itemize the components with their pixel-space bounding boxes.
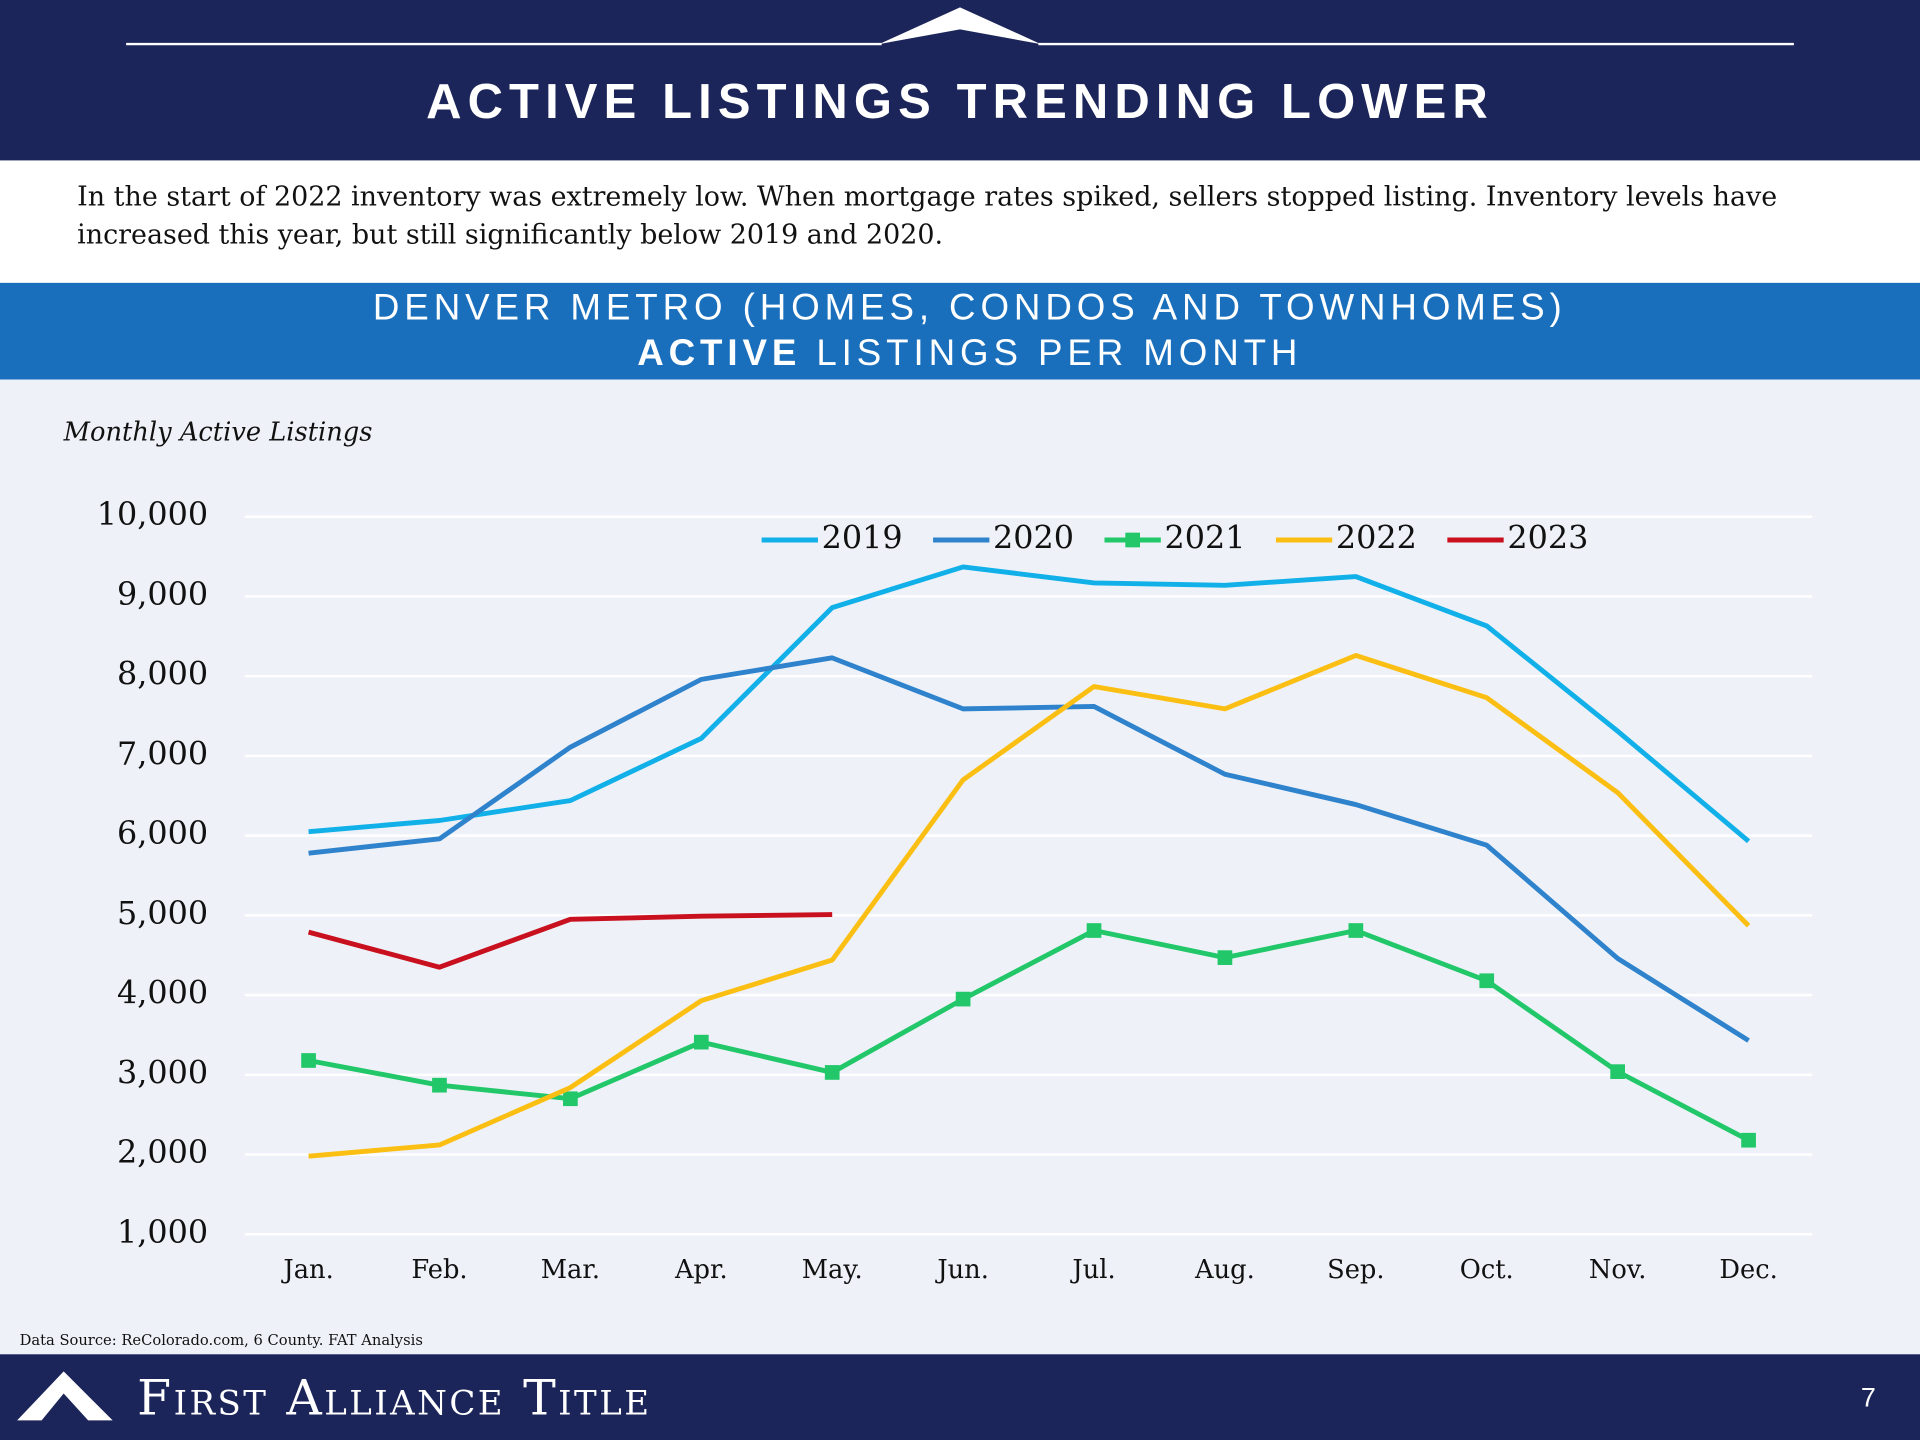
slide-title: ACTIVE LISTINGS TRENDING LOWER — [426, 75, 1494, 129]
x-tick-label: Jul. — [1069, 1255, 1115, 1285]
y-tick-label: 10,000 — [97, 495, 208, 533]
company-name: First Alliance Title — [137, 1370, 651, 1427]
point-marker — [1741, 1132, 1756, 1148]
series-line — [308, 653, 1751, 1159]
y-tick-label: 5,000 — [117, 894, 208, 932]
footer-band — [0, 1354, 1920, 1440]
point-marker — [824, 1065, 840, 1080]
description: increased this year, but still significa… — [77, 219, 943, 250]
chart-title: DENVER METRO (HOMES, CONDOS AND TOWNHOME… — [373, 286, 1567, 327]
point-marker — [301, 1053, 316, 1068]
y-tick-label: 3,000 — [117, 1053, 208, 1091]
x-tick-label: Dec. — [1719, 1255, 1777, 1285]
series-line — [307, 912, 833, 970]
x-tick-label: Jan. — [280, 1255, 333, 1285]
x-tick-label: May. — [802, 1255, 863, 1285]
source-note: Data Source: ReColorado.com, 6 County. F… — [20, 1332, 423, 1349]
legend-label: 2019 — [822, 519, 903, 557]
point-marker — [1479, 973, 1495, 989]
point-marker — [1348, 923, 1364, 938]
y-tick-label: 1,000 — [117, 1213, 208, 1251]
x-tick-label: Sep. — [1327, 1255, 1384, 1285]
y-tick-label: 7,000 — [117, 734, 208, 772]
chart-subtitle-bold: ACTIVE — [637, 332, 801, 373]
point-marker — [432, 1077, 447, 1093]
x-tick-label: Feb. — [411, 1255, 467, 1285]
footer-logo — [17, 1371, 113, 1421]
x-tick-label: Apr. — [674, 1255, 728, 1285]
point-marker — [1217, 950, 1233, 965]
y-tick-label: 4,000 — [117, 974, 208, 1012]
chart-header-band — [0, 282, 1920, 380]
x-tick-label: Nov. — [1589, 1255, 1647, 1285]
point-marker — [693, 1034, 709, 1050]
legend-label: 2021 — [1164, 519, 1245, 557]
x-tick-label: Jun. — [934, 1255, 989, 1285]
series-line — [308, 564, 1751, 844]
legend-label: 2023 — [1507, 519, 1588, 557]
y-tick-label: 9,000 — [117, 575, 208, 613]
x-tick-label: Mar. — [541, 1255, 600, 1285]
point-marker — [955, 991, 971, 1007]
y-tick-label: 6,000 — [117, 814, 208, 852]
y-tick-label: 8,000 — [117, 655, 208, 693]
chart-subtitle-rest: LISTINGS PER MONTH — [816, 332, 1302, 373]
point-marker — [1610, 1064, 1626, 1079]
chart-area — [0, 379, 1920, 1355]
series-line — [308, 655, 1750, 1043]
legend-label: 2022 — [1336, 519, 1417, 557]
page-number: 7 — [1861, 1383, 1876, 1413]
y-tick-label: 2,000 — [117, 1133, 208, 1171]
header-logo — [879, 7, 1041, 45]
x-tick-label: Aug. — [1194, 1255, 1255, 1285]
chart-subtitle: ACTIVE LISTINGS PER MONTH — [637, 332, 1302, 373]
point-marker — [563, 1091, 578, 1107]
legend-marker — [1125, 532, 1140, 548]
x-tick-label: Oct. — [1460, 1255, 1514, 1285]
description: In the start of 2022 inventory was extre… — [77, 181, 1777, 212]
legend-label: 2020 — [993, 519, 1074, 557]
y-axis-label: Monthly Active Listings — [63, 417, 373, 447]
point-marker — [1086, 923, 1102, 938]
plot: 1,000 2,000 3,000 4,000 5,000 6,000 7,000 8,000… — [97, 495, 1813, 1285]
